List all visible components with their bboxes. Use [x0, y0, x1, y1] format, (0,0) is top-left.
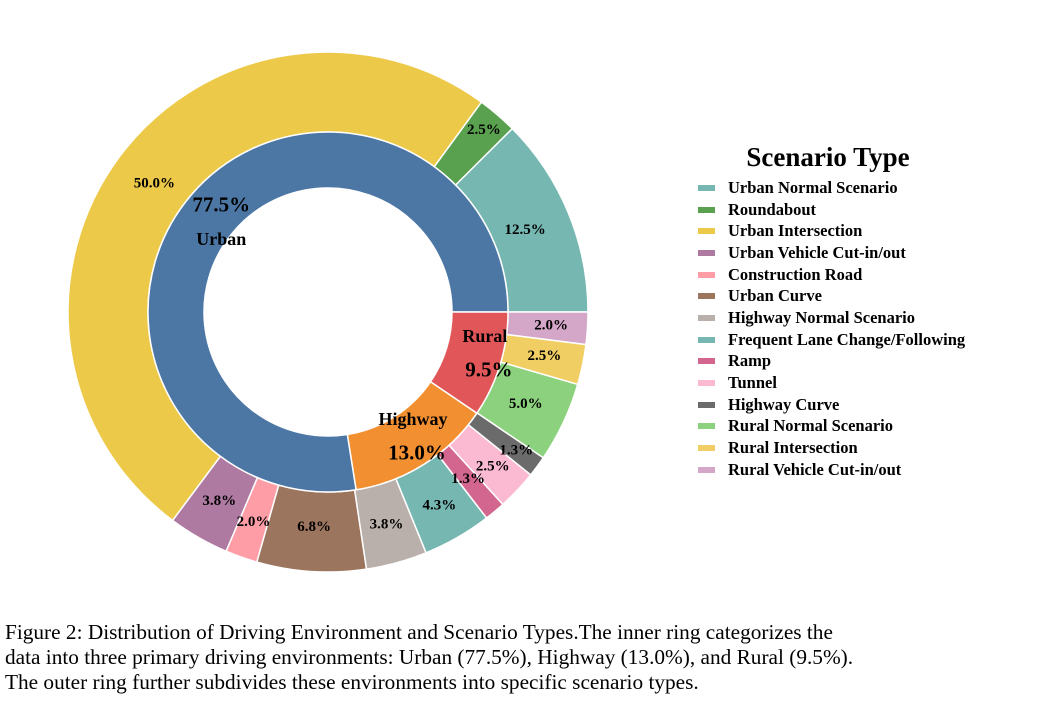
outer-value-label: 2.5%: [476, 458, 510, 474]
legend-item: Urban Curve: [698, 285, 1028, 307]
legend-swatch: [698, 249, 715, 256]
inner-value-label: 9.5%: [465, 357, 512, 381]
legend-swatch: [698, 401, 715, 408]
legend-swatch: [698, 466, 715, 473]
legend-label: Urban Vehicle Cut-in/out: [728, 242, 906, 262]
legend-item: Construction Road: [698, 264, 1028, 286]
legend-swatch: [698, 358, 715, 365]
legend-label: Rural Vehicle Cut-in/out: [728, 459, 902, 479]
legend-swatch: [698, 184, 715, 191]
inner-label-highway: Highway: [378, 409, 447, 429]
legend-title: Scenario Type: [746, 142, 910, 172]
legend-label: Construction Road: [728, 264, 863, 284]
outer-value-label: 12.5%: [504, 222, 545, 238]
legend-item: Ramp: [698, 351, 1028, 373]
legend-item: Roundabout: [698, 199, 1028, 221]
donut-chart: 12.5%2.5%50.0%3.8%2.0% 6.8% 3.8%4.3%1.3%2.…: [67, 51, 589, 573]
outer-value-label: 3.8%: [202, 493, 236, 509]
caption-line-2: data into three primary driving environm…: [5, 645, 854, 669]
legend-swatch: [698, 293, 715, 300]
legend-label: Roundabout: [728, 199, 817, 219]
inner-slice-rural: [429, 311, 509, 415]
legend-label: Highway Normal Scenario: [728, 307, 915, 327]
legend-items: Urban Normal Scenario Roundabout Urban Int…: [698, 177, 1028, 481]
legend-label: Tunnel: [728, 373, 777, 393]
legend-swatch: [698, 314, 715, 321]
legend-item: Urban Vehicle Cut-in/out: [698, 242, 1028, 264]
legend-label: Rural Normal Scenario: [728, 416, 893, 436]
legend-swatch: [698, 423, 715, 430]
legend-label: Frequent Lane Change/Following: [728, 329, 966, 349]
legend-item: Urban Intersection: [698, 220, 1028, 242]
legend-swatch: [698, 445, 715, 452]
figure-caption: Figure 2: Distribution of Driving Enviro…: [5, 620, 1061, 695]
outer-value-label: 2.0%: [237, 514, 271, 530]
inner-value-label: 77.5%: [192, 193, 250, 217]
outer-value-label: 4.3%: [423, 497, 457, 513]
legend-swatch: [698, 271, 715, 278]
outer-value-label: 50.0%: [134, 175, 175, 191]
caption-line-3: The outer ring further subdivides these …: [5, 670, 699, 694]
legend-label: Urban Intersection: [728, 221, 863, 241]
outer-value-label: 1.3%: [499, 442, 533, 458]
outer-value-label: 6.8%: [297, 519, 331, 535]
legend-item: Highway Curve: [698, 394, 1028, 416]
legend-label: Highway Curve: [728, 394, 840, 414]
outer-value-label: 1.3%: [451, 471, 485, 487]
legend-item: Frequent Lane Change/Following: [698, 329, 1028, 351]
caption-line-1: Figure 2: Distribution of Driving Enviro…: [5, 620, 833, 644]
legend-item: Urban Normal Scenario: [698, 177, 1028, 199]
legend-item: Rural Normal Scenario: [698, 416, 1028, 438]
inner-label-urban: Urban: [196, 229, 246, 249]
legend-label: Rural Intersection: [728, 438, 858, 458]
inner-value-label: 13.0%: [388, 441, 446, 465]
inner-label-rural: Rural: [462, 326, 507, 346]
legend-label: Urban Normal Scenario: [728, 177, 898, 197]
outer-value-label: 5.0%: [509, 396, 543, 412]
legend-item: Rural Vehicle Cut-in/out: [698, 459, 1028, 481]
legend-swatch: [698, 206, 715, 213]
outer-value-label: 2.0%: [534, 317, 568, 333]
legend-item: Rural Intersection: [698, 437, 1028, 459]
legend: Scenario Type Urban Normal Scenario Round…: [698, 142, 1028, 481]
legend-swatch: [698, 336, 715, 343]
outer-value-label: 3.8%: [370, 517, 404, 533]
outer-value-label: 2.5%: [528, 348, 562, 364]
legend-label: Urban Curve: [728, 286, 822, 306]
legend-swatch: [698, 228, 715, 235]
legend-label: Ramp: [728, 351, 772, 371]
outer-value-label: 2.5%: [467, 122, 501, 138]
inner-slice-urban: [147, 131, 509, 493]
legend-item: Highway Normal Scenario: [698, 307, 1028, 329]
legend-item: Tunnel: [698, 372, 1028, 394]
legend-swatch: [698, 380, 715, 387]
